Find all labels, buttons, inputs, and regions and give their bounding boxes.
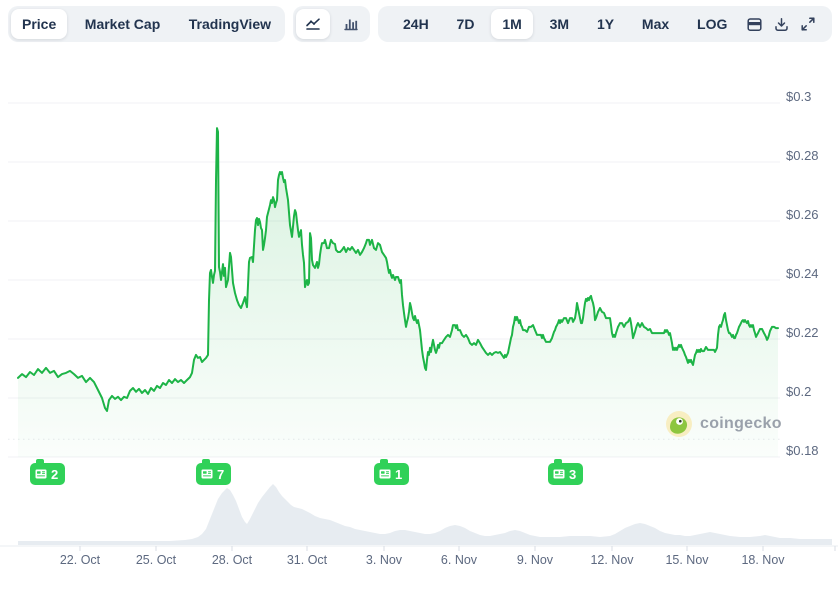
y-axis-label: $0.2 [786,384,812,399]
x-axis-label: 18. Nov [741,553,785,567]
chart-type-bar-button[interactable] [335,9,367,39]
news-icon [201,469,213,479]
line-chart-icon [306,18,320,30]
calendar-icon [747,17,762,31]
chart-type-line-button[interactable] [296,9,330,39]
bar-chart-icon [344,19,358,31]
y-axis-label: $0.3 [786,89,812,104]
news-icon [35,469,47,479]
range-1y[interactable]: 1Y [586,9,625,39]
range-24h[interactable]: 24H [392,9,440,39]
event-count: 2 [51,466,59,482]
expand-icon [801,17,815,31]
event-badge[interactable]: 2 [30,459,66,485]
event-badge[interactable]: 1 [374,459,410,485]
expand-button[interactable] [798,9,818,39]
date-range-button[interactable] [744,9,765,39]
tab-market-cap[interactable]: Market Cap [74,9,171,39]
news-icon [379,469,391,479]
range-group: 24H 7D 1M 3M 1Y Max LOG [378,6,832,42]
chart-type-group [293,6,370,42]
tab-price[interactable]: Price [11,9,68,39]
price-line [17,127,779,412]
range-1m[interactable]: 1M [491,9,533,39]
y-axis-label: $0.24 [786,266,819,281]
x-axis-label: 15. Nov [665,553,709,567]
price-area [18,128,778,457]
event-badge[interactable]: 3 [548,459,584,485]
coingecko-watermark: coingecko [666,411,782,437]
watermark-text: coingecko [700,415,782,432]
y-axis-label: $0.26 [786,207,819,222]
news-icon [553,469,565,479]
y-axis-label: $0.22 [786,325,819,340]
log-scale-toggle[interactable]: LOG [686,9,738,39]
x-axis-label: 3. Nov [365,553,403,567]
event-count: 3 [569,466,577,482]
event-badge[interactable]: 7 [196,459,232,485]
coingecko-logo-icon [666,411,692,437]
x-axis-label: 28. Oct [211,553,253,567]
event-count: 1 [395,466,403,482]
y-axis-label: $0.18 [786,443,819,458]
range-max[interactable]: Max [631,9,680,39]
y-axis-label: $0.28 [786,148,819,163]
event-count: 7 [217,466,225,482]
download-button[interactable] [771,9,792,39]
x-axis-label: 9. Nov [516,553,554,567]
x-axis-label: 25. Oct [135,553,177,567]
range-7d[interactable]: 7D [446,9,486,39]
download-icon [775,17,788,31]
range-3m[interactable]: 3M [539,9,580,39]
x-axis-label: 22. Oct [59,553,101,567]
x-axis-label: 12. Nov [590,553,634,567]
tab-tradingview[interactable]: TradingView [178,9,282,39]
volume-area [18,484,832,545]
x-axis-label: 31. Oct [286,553,328,567]
view-toggle-group: Price Market Cap TradingView [8,6,285,42]
x-axis-label: 6. Nov [440,553,478,567]
